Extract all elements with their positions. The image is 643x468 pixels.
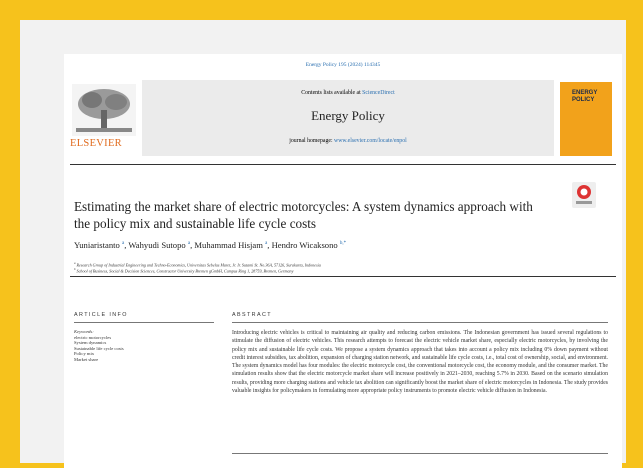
author-mark: a [122,241,124,246]
homepage-link[interactable]: www.elsevier.com/locate/enpol [334,138,407,144]
author-mark: a [265,241,267,246]
author-list: Yuniaristanto a, Wahyudi Sutopo a, Muham… [74,240,346,250]
sciencedirect-link[interactable]: ScienceDirect [362,90,395,96]
author: Yuniaristanto [74,240,120,250]
journal-name: Energy Policy [142,108,554,124]
author: Wahyudi Sutopo [128,240,185,250]
keyword: Market share [74,357,214,363]
screenshot: {"header": {"citation": "Energy Policy 1… [0,0,643,463]
abstract-end-rule [232,453,608,454]
homepage-line: journal homepage: www.elsevier.com/locat… [142,138,554,144]
paper-page: Energy Policy 195 (2024) 114345 ELSEVIER… [64,54,622,468]
affiliation: b School of Business, Social & Decision … [74,267,293,273]
author-mark: a [188,241,190,246]
contents-prefix: Contents lists available at [301,90,360,96]
affiliation-mark: a [74,261,76,265]
citation: Energy Policy 195 (2024) 114345 [64,62,622,68]
cover-title: ENERGY POLICY [560,82,612,103]
abstract-rule [232,322,608,323]
author: Muhammad Hisjam [194,240,263,250]
publisher-name: ELSEVIER [70,138,122,149]
author-rule [70,276,616,277]
article-info-heading: ARTICLE INFO [74,312,128,318]
abstract-text: Introducing electric vehicles is critica… [232,329,608,395]
author: Hendro Wicaksono [272,240,338,250]
article-title: Estimating the market share of electric … [74,198,544,232]
abstract-heading: ABSTRACT [232,312,272,318]
contents-line: Contents lists available at ScienceDirec… [142,90,554,96]
masthead: Contents lists available at ScienceDirec… [142,80,554,156]
affiliation-text: School of Business, Social & Decision Sc… [77,268,294,273]
crossmark-icon[interactable] [572,182,596,208]
affiliation-mark: b [74,267,76,271]
publisher-logo [72,84,136,136]
header-rule [70,164,616,165]
homepage-prefix: journal homepage: [289,138,332,144]
journal-cover: ENERGY POLICY [560,82,612,156]
background-panel: Energy Policy 195 (2024) 114345 ELSEVIER… [20,20,626,463]
info-rule [74,322,214,323]
keywords: Keywords: electric motorcycles System dy… [74,329,214,363]
author-mark: b,* [340,241,346,246]
